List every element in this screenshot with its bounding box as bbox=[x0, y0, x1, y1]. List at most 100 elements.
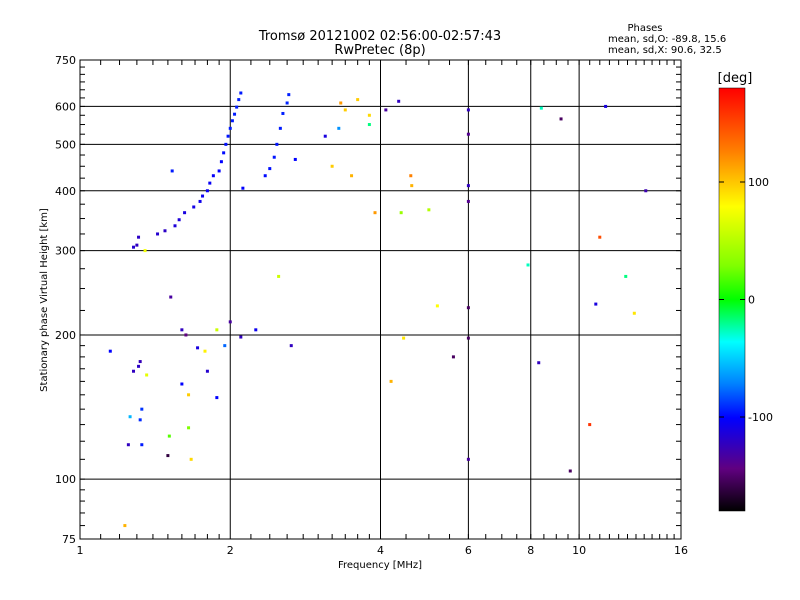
data-point bbox=[323, 134, 327, 138]
data-point bbox=[389, 379, 393, 383]
data-point bbox=[285, 101, 289, 105]
data-point bbox=[205, 369, 209, 373]
data-point bbox=[237, 98, 241, 102]
data-point bbox=[343, 108, 347, 112]
data-point bbox=[268, 167, 272, 171]
data-point bbox=[140, 443, 144, 447]
data-point bbox=[215, 328, 219, 332]
data-point bbox=[339, 101, 343, 105]
data-point bbox=[167, 434, 171, 438]
data-point bbox=[201, 194, 205, 198]
data-point bbox=[184, 333, 188, 337]
data-point bbox=[373, 211, 377, 215]
x-tick-label: 1 bbox=[77, 544, 84, 557]
chart-subtitle: RwPretec (8p) bbox=[334, 43, 425, 58]
data-point bbox=[108, 349, 112, 353]
y-tick-label: 200 bbox=[55, 329, 76, 342]
x-tick-label: 6 bbox=[465, 544, 472, 557]
data-point bbox=[588, 423, 592, 427]
data-point bbox=[409, 174, 413, 178]
data-point bbox=[205, 189, 209, 193]
data-point bbox=[272, 155, 276, 159]
data-point bbox=[198, 199, 202, 203]
data-point bbox=[410, 184, 414, 188]
x-tick-label: 4 bbox=[377, 544, 384, 557]
y-tick-label: 600 bbox=[55, 100, 76, 113]
data-point bbox=[137, 235, 141, 239]
data-point bbox=[177, 218, 181, 222]
phases-box-o: mean, sd,O: -89.8, 15.6 bbox=[608, 34, 726, 45]
data-point bbox=[466, 457, 470, 461]
data-point bbox=[275, 142, 279, 146]
phases-box-title: Phases bbox=[627, 23, 662, 34]
data-point bbox=[239, 91, 243, 95]
x-tick-labels: 1 2 4 6 8 10 16 bbox=[77, 544, 689, 557]
data-point bbox=[187, 426, 191, 430]
data-point bbox=[203, 349, 207, 353]
y-tick-label: 750 bbox=[55, 54, 76, 67]
data-point bbox=[138, 360, 142, 364]
data-point bbox=[189, 457, 193, 461]
data-point bbox=[169, 295, 173, 299]
x-tick-label: 2 bbox=[227, 544, 234, 557]
plot-frame bbox=[79, 59, 682, 540]
data-point bbox=[143, 249, 147, 253]
data-point bbox=[222, 151, 226, 155]
data-point bbox=[223, 344, 227, 348]
data-point bbox=[397, 99, 401, 103]
data-point bbox=[219, 160, 223, 164]
data-point bbox=[173, 224, 177, 228]
data-point bbox=[293, 157, 297, 161]
data-point bbox=[123, 524, 127, 528]
phases-box-x: mean, sd,X: 90.6, 32.5 bbox=[608, 45, 722, 56]
data-point bbox=[539, 106, 543, 110]
x-tick-label: 8 bbox=[527, 544, 534, 557]
y-tick-label: 400 bbox=[55, 185, 76, 198]
data-point bbox=[350, 174, 354, 178]
y-tick-labels: 75 100 200 300 400 500 600 750 bbox=[55, 54, 76, 546]
data-point bbox=[537, 361, 541, 365]
data-point bbox=[632, 311, 636, 315]
data-point bbox=[466, 199, 470, 203]
data-point bbox=[466, 184, 470, 188]
data-point bbox=[196, 346, 200, 350]
x-tick-label: 10 bbox=[572, 544, 586, 557]
data-point bbox=[263, 174, 267, 178]
data-point bbox=[402, 336, 406, 340]
data-point bbox=[135, 243, 139, 247]
data-point bbox=[233, 112, 237, 116]
colorbar-label: [deg] bbox=[718, 71, 753, 86]
colorbar-tick-label: -100 bbox=[748, 411, 773, 424]
data-point bbox=[156, 232, 160, 236]
data-point bbox=[166, 454, 170, 458]
data-point bbox=[367, 123, 371, 127]
colorbar-tick-label: 100 bbox=[748, 176, 769, 189]
data-point bbox=[180, 382, 184, 386]
x-tick-label: 16 bbox=[674, 544, 688, 557]
data-point bbox=[217, 169, 221, 173]
data-point bbox=[192, 205, 196, 209]
y-tick-label: 300 bbox=[55, 245, 76, 258]
data-point bbox=[281, 111, 285, 115]
data-point bbox=[466, 108, 470, 112]
data-points bbox=[108, 91, 648, 528]
y-tick-label: 500 bbox=[55, 138, 76, 151]
y-tick-label: 100 bbox=[55, 473, 76, 486]
data-point bbox=[466, 336, 470, 340]
tick-marks bbox=[80, 60, 681, 539]
data-point bbox=[466, 306, 470, 310]
data-point bbox=[568, 469, 572, 473]
data-point bbox=[137, 364, 141, 368]
colorbar-tick-label: 0 bbox=[748, 294, 755, 307]
data-point bbox=[466, 132, 470, 136]
data-point bbox=[138, 418, 142, 422]
data-point bbox=[427, 208, 431, 212]
data-point bbox=[278, 126, 282, 130]
data-point bbox=[594, 302, 598, 306]
data-point bbox=[384, 108, 388, 112]
data-point bbox=[140, 407, 144, 411]
data-point bbox=[356, 98, 360, 102]
data-point bbox=[604, 104, 608, 108]
data-point bbox=[559, 117, 563, 121]
